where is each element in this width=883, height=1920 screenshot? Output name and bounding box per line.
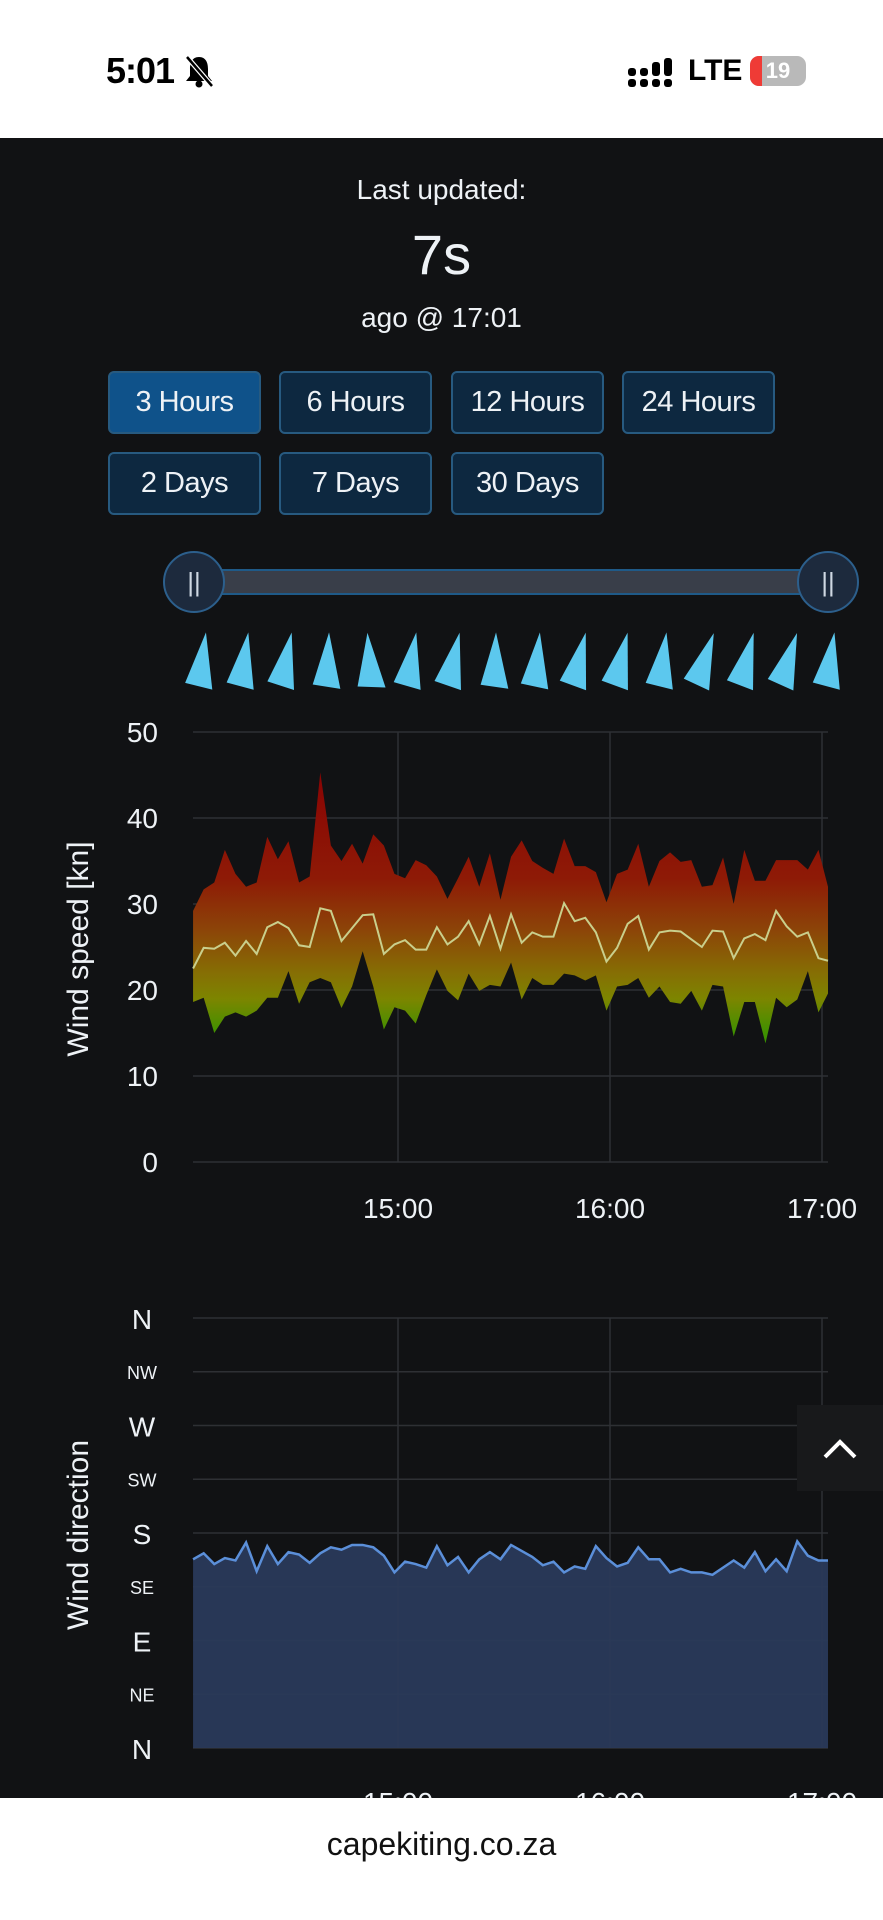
y-tick-label: W (129, 1412, 156, 1443)
y-tick-label: 10 (127, 1061, 158, 1092)
y-tick-label: NE (129, 1685, 154, 1705)
wind-direction-arrows (185, 632, 840, 691)
network-type: LTE (688, 54, 743, 87)
y-tick-label: N (132, 1734, 152, 1765)
clock: 5:01 (106, 50, 175, 91)
status-bar: 5:01 LTE 19 (0, 0, 883, 138)
direction-line (192, 1538, 828, 1577)
gust-lull-band (193, 772, 829, 1044)
signal-icon (628, 58, 672, 87)
y-tick-label: 20 (127, 975, 158, 1006)
range-slider-track[interactable] (194, 569, 828, 595)
x-tick-label: 16:00 (575, 1193, 645, 1224)
wind-arrow-icon (726, 632, 754, 691)
range-6-hours-button[interactable]: 6 Hours (279, 371, 432, 434)
wind-speed-chart: 0 10 20 30 40 50 15:00 16:00 17:00 Wind speed [k… (62, 720, 857, 1224)
y-axis-label: Wind direction (62, 1440, 95, 1630)
last-updated-label: Last updated: (356, 174, 527, 205)
wind-arrow-icon (434, 632, 461, 691)
wind-arrow-icon (357, 632, 386, 688)
wind-arrow-icon (645, 632, 673, 690)
wind-arrow-icon (480, 632, 509, 689)
range-3-hours-button[interactable]: 3 Hours (108, 371, 261, 434)
wind-arrow-icon (226, 632, 254, 690)
y-tick-label: 0 (142, 1147, 158, 1178)
y-tick-label: SW (128, 1470, 157, 1490)
direction-area (193, 1541, 829, 1748)
bell-slash-icon (185, 55, 214, 88)
y-tick-label: N (132, 1304, 152, 1335)
wind-arrow-icon (185, 632, 213, 690)
y-tick-label: 40 (127, 803, 158, 834)
chevron-up-icon (823, 1439, 857, 1459)
range-7-days-button[interactable]: 7 Days (279, 452, 432, 515)
wind-arrow-icon (312, 632, 341, 689)
wind-arrow-icon (767, 632, 798, 691)
y-tick-label: SE (130, 1578, 154, 1598)
x-tick-label: 17:00 (787, 1193, 857, 1224)
range-12-hours-button[interactable]: 12 Hours (451, 371, 604, 434)
wind-arrow-icon (393, 632, 421, 690)
y-tick-label: NW (127, 1363, 157, 1383)
wind-arrow-icon (812, 632, 840, 690)
battery-level: 19 (765, 58, 791, 83)
range-24-hours-button[interactable]: 24 Hours (622, 371, 775, 434)
last-updated-time: ago @ 17:01 (361, 302, 522, 333)
site-url[interactable]: capekiting.co.za (326, 1826, 557, 1862)
range-2-days-button[interactable]: 2 Days (108, 452, 261, 515)
y-axis-label: Wind speed [kn] (62, 841, 95, 1056)
browser-footer: capekiting.co.za (0, 1798, 883, 1920)
y-tick-label: S (133, 1519, 152, 1550)
wind-arrow-icon (520, 632, 549, 690)
x-tick-label: 15:00 (363, 1193, 433, 1224)
wind-arrow-icon (559, 632, 587, 691)
y-tick-label: E (133, 1627, 152, 1658)
scroll-to-top-button[interactable] (797, 1405, 883, 1491)
range-slider-start-handle[interactable]: || (163, 551, 225, 613)
range-30-days-button[interactable]: 30 Days (451, 452, 604, 515)
wind-arrow-icon (267, 632, 295, 691)
battery-icon: 19 (750, 56, 806, 86)
wind-arrow-icon (683, 633, 714, 691)
y-tick-label: 50 (127, 720, 158, 748)
average-speed-line (192, 900, 829, 969)
range-slider-end-handle[interactable]: || (797, 551, 859, 613)
last-updated-value: 7s (411, 223, 472, 286)
y-tick-label: 30 (127, 889, 158, 920)
wind-arrow-icon (601, 632, 628, 691)
